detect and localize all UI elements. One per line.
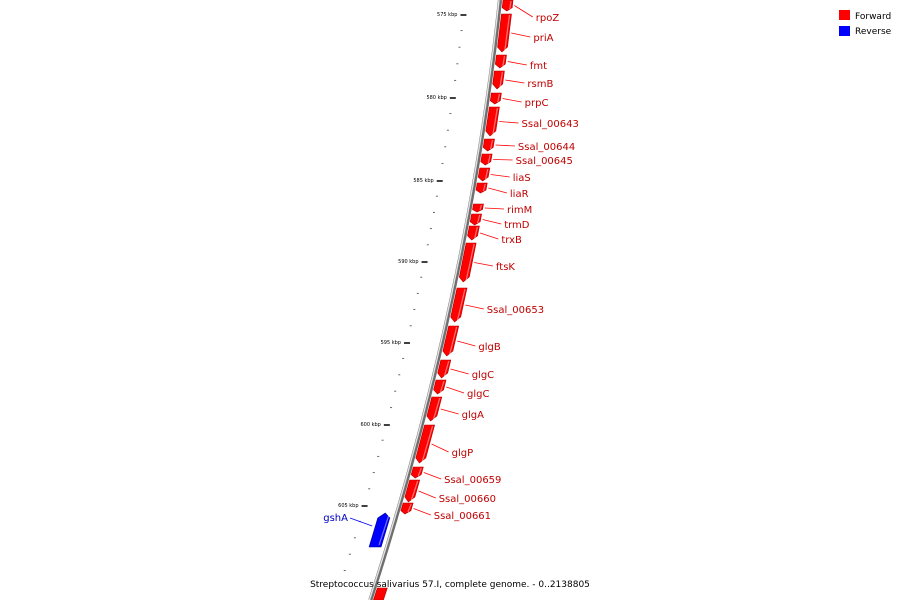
gene-feature [404, 479, 421, 503]
gene-label: glgB [478, 342, 500, 353]
gene-label-group: glgP [431, 443, 474, 459]
gene-label-group: Ssal_00653 [465, 304, 544, 316]
gene-feature [477, 167, 491, 182]
gene-feature [433, 379, 447, 395]
gene-label-group: glgC [446, 386, 489, 400]
gene-feature [415, 424, 435, 464]
gene-feature [492, 70, 505, 90]
gene-feature [442, 325, 460, 357]
scale-tick-label: 580 kbp [426, 95, 446, 101]
scale-tick-label: 585 kbp [413, 178, 433, 184]
gene-feature [458, 242, 477, 283]
gene-label-group: rimM [484, 205, 532, 216]
gene-label-group: trmD [482, 219, 530, 231]
gene-label: trmD [504, 220, 530, 231]
gene-label-group: trxB [479, 232, 522, 246]
scale-tick: 595 kbp [381, 340, 411, 346]
legend: Forward Reverse [839, 10, 892, 37]
gene-feature [485, 106, 500, 137]
legend-label-reverse: Reverse [855, 27, 892, 37]
gene-label-group: liaR [488, 187, 529, 200]
gene-label-group: fmt [507, 61, 547, 72]
scale-tick: 590 kbp [398, 259, 428, 265]
gene-label: rimM [507, 205, 532, 216]
scale-tick-label: 590 kbp [398, 259, 418, 265]
gene-label: ftsK [496, 262, 515, 273]
gene-label-group: prpC [502, 98, 549, 109]
legend-label-forward: Forward [855, 12, 891, 22]
gene-label: gshA [323, 513, 348, 524]
gene-feature [400, 502, 414, 515]
gene-label: Ssal_00653 [487, 305, 544, 316]
scale-tick-label: 595 kbp [381, 340, 401, 346]
gene-label-group: ftsK [474, 262, 515, 273]
gene-label-group: priA [511, 32, 554, 44]
gene-feature [501, 0, 514, 12]
gene-label: Ssal_00645 [516, 156, 573, 167]
gene-label: prpC [525, 98, 549, 109]
gene-label-group: glgB [457, 340, 501, 353]
gene-label: glgP [452, 448, 474, 459]
gene-feature [482, 138, 495, 152]
gene-feature [480, 153, 493, 166]
gene-feature [373, 587, 388, 600]
gene-label-group: glgC [450, 368, 494, 381]
gene-label-group: Ssal_00660 [418, 490, 496, 505]
scale-ticks: 575 kbp 580 kbp 585 kbp 590 kbp 595 kbp 600 k… [338, 12, 467, 572]
scale-tick: 600 kbp [360, 422, 390, 428]
gene-feature [410, 466, 424, 479]
gene-label-group: Ssal_00643 [499, 119, 579, 130]
gene-feature [497, 13, 512, 53]
gene-feature [494, 54, 507, 69]
scale-tick-label: 575 kbp [437, 12, 457, 18]
gene-label: Ssal_00659 [444, 475, 501, 486]
gene-feature [467, 225, 480, 241]
gene-label: glgA [462, 410, 484, 421]
gene-label-group: Ssal_00645 [493, 156, 573, 167]
gene-feature [368, 512, 391, 548]
scale-tick: 585 kbp [413, 178, 443, 184]
gene-label: liaR [510, 189, 529, 200]
genome-backbone [368, 0, 503, 600]
gene-feature [489, 92, 502, 105]
scale-tick: 580 kbp [426, 95, 456, 101]
gene-feature [469, 213, 482, 226]
gene-label-group: rpoZ [514, 5, 560, 24]
gene-feature [426, 396, 443, 422]
gene-label: Ssal_00644 [518, 142, 575, 153]
scale-tick: 575 kbp [437, 12, 467, 18]
gene-feature [450, 287, 468, 323]
gene-label: trxB [501, 235, 522, 246]
gene-label-group: Ssal_00661 [413, 508, 491, 522]
gene-features [368, 0, 514, 600]
gene-label: priA [533, 33, 553, 44]
gene-label: fmt [530, 61, 547, 72]
legend-swatch-reverse [839, 26, 850, 36]
scale-tick-label: 605 kbp [338, 503, 358, 509]
gene-label-group: gshA [323, 513, 373, 527]
gene-label-group: glgA [440, 408, 484, 421]
gene-label-group: Ssal_00644 [495, 142, 575, 153]
gene-labels: rpoZ priA fmt rsmB prpC Ssal_00643 Ssal_00644 S… [323, 5, 579, 527]
gene-feature [472, 203, 484, 213]
gene-feature [475, 182, 488, 194]
gene-label: rpoZ [536, 13, 560, 24]
gene-label: liaS [513, 173, 531, 184]
scale-tick-label: 600 kbp [360, 422, 380, 428]
gene-feature [437, 359, 452, 379]
gene-label: Ssal_00660 [439, 494, 496, 505]
gene-label-group: liaS [490, 173, 531, 184]
gene-label: Ssal_00643 [522, 119, 579, 130]
genome-caption: Streptococcus salivarius 57.I, complete … [310, 580, 590, 590]
gene-label-group: rsmB [505, 79, 553, 90]
gene-label: Ssal_00661 [434, 511, 491, 522]
gene-label: glgC [472, 370, 494, 381]
gene-label: glgC [467, 389, 489, 400]
scale-tick: 605 kbp [338, 503, 368, 509]
gene-label: rsmB [527, 79, 553, 90]
legend-swatch-forward [839, 10, 850, 20]
gene-label-group: Ssal_00659 [423, 472, 501, 486]
